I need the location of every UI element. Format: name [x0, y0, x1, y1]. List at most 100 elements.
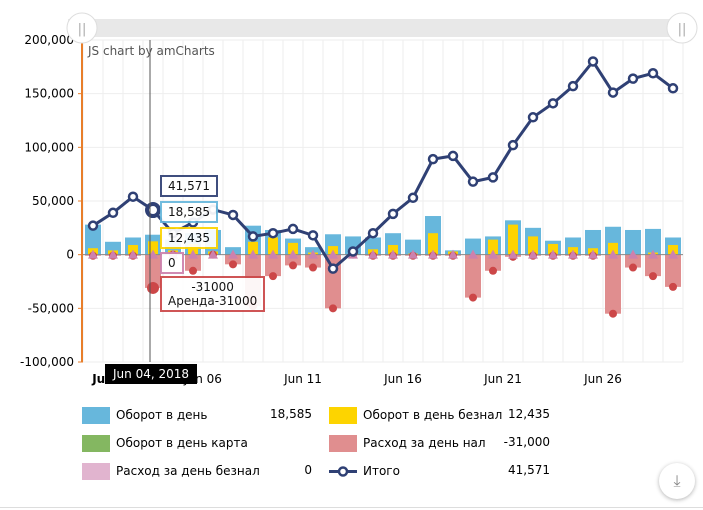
point-itogo — [307, 230, 319, 241]
point-itogo — [367, 227, 379, 239]
bar-oborot — [625, 229, 641, 255]
marker-rashod-beznal — [588, 249, 598, 259]
legend-label: Оборот в день — [116, 408, 208, 422]
legend-label: Расход за день нал — [363, 436, 486, 450]
bar-beznal — [248, 241, 258, 255]
marker-rashod-beznal — [88, 249, 98, 259]
point-itogo — [107, 207, 119, 219]
legend-swatch — [329, 434, 357, 452]
point-itogo — [87, 220, 99, 231]
marker-rashod-beznal — [548, 249, 558, 259]
legend-value: 12,435 — [508, 407, 550, 421]
marker-rashod-beznal — [268, 249, 278, 259]
marker-rashod-beznal — [108, 249, 118, 259]
marker-rashod-beznal — [668, 249, 678, 259]
bar-rashod-nal — [265, 254, 281, 277]
bar-rashod-nal — [665, 254, 681, 287]
scrollbar-track — [68, 19, 683, 37]
point-itogo — [327, 263, 339, 274]
marker-rashod-beznal — [288, 249, 298, 259]
marker-rashod-nal — [229, 260, 237, 269]
bar-oborot — [85, 224, 101, 255]
marker-rashod-beznal — [508, 249, 518, 259]
marker-rashod-nal — [147, 281, 159, 294]
bar-beznal — [508, 224, 518, 255]
legend-label: Оборот в день безнал — [363, 408, 503, 422]
marker-rashod-beznal — [388, 249, 398, 259]
grip-icon: || — [78, 22, 87, 37]
legend-swatch — [82, 406, 110, 424]
legend-value: 0 — [304, 463, 312, 477]
tooltip-itogo: 41,571 — [160, 175, 218, 197]
credit-text: JS chart by amCharts — [87, 44, 215, 58]
marker-rashod-beznal — [448, 249, 458, 259]
marker-rashod-nal — [629, 263, 637, 272]
y-tick-label: -50,000 — [28, 301, 74, 315]
marker-rashod-beznal — [428, 249, 438, 259]
y-tick-label: 100,000 — [24, 140, 74, 154]
x-tick-label: Jun 11 — [283, 372, 322, 386]
bar-beznal — [488, 239, 498, 255]
download-icon: ⤓ — [673, 471, 681, 490]
bar-rashod-nal — [485, 254, 501, 271]
legend-item-beznal[interactable]: Оборот в день безнал — [329, 405, 502, 425]
marker-rashod-beznal — [248, 249, 258, 259]
tooltip-rashod-nal-value: -31000 — [191, 280, 234, 294]
point-itogo — [287, 223, 299, 235]
point-itogo — [667, 83, 679, 94]
bar-beznal — [608, 242, 618, 255]
point-itogo — [547, 98, 559, 109]
legend-swatch — [82, 434, 110, 452]
y-tick-label: -100,000 — [20, 355, 74, 369]
legend-label: Итого — [363, 464, 400, 478]
scrollbar-grip — [666, 12, 698, 44]
marker-rashod-beznal — [648, 249, 658, 259]
bar-oborot — [645, 228, 661, 255]
point-itogo — [527, 112, 539, 123]
y-tick-label: 50,000 — [32, 194, 74, 208]
legend-swatch — [82, 462, 110, 480]
bar-beznal — [428, 233, 438, 255]
bar-beznal — [528, 236, 538, 255]
bar-rashod-nal — [145, 254, 161, 288]
marker-rashod-beznal — [368, 249, 378, 259]
point-itogo — [647, 68, 659, 79]
legend-item-rashod-beznal[interactable]: Расход за день безнал — [82, 461, 260, 481]
marker-rashod-beznal — [488, 249, 498, 259]
tooltip-rashod-nal: -31000 Аренда-31000 — [160, 276, 266, 312]
marker-rashod-beznal — [188, 249, 198, 259]
point-itogo — [145, 202, 161, 219]
marker-rashod-beznal — [328, 249, 338, 259]
y-tick-label: 200,000 — [24, 33, 74, 47]
point-itogo — [507, 139, 519, 151]
point-itogo — [227, 209, 239, 221]
bar-rashod-nal — [225, 254, 241, 265]
point-itogo — [347, 246, 359, 257]
legend-item-itogo[interactable]: Итого — [329, 461, 400, 481]
point-itogo — [127, 191, 139, 202]
bar-rashod-nal — [645, 254, 661, 277]
scrollbar-grip — [66, 12, 98, 44]
legend-item-rashod-nal[interactable]: Расход за день нал — [329, 433, 486, 453]
marker-rashod-nal — [289, 261, 297, 270]
bar-oborot — [465, 238, 481, 255]
point-itogo — [607, 87, 619, 98]
divider — [0, 507, 703, 508]
bar-oborot — [405, 239, 421, 255]
tooltip-oborot: 18,585 — [160, 201, 218, 223]
point-itogo — [427, 153, 439, 165]
x-tick-label: Jun 21 — [483, 372, 522, 386]
legend-item-karta[interactable]: Оборот в день карта — [82, 433, 248, 453]
marker-rashod-beznal — [568, 249, 578, 259]
point-itogo — [627, 73, 639, 84]
bar-rashod-nal — [465, 254, 481, 298]
legend-value: -31,000 — [503, 435, 550, 449]
marker-rashod-nal — [189, 266, 197, 275]
legend-value: 18,585 — [270, 407, 312, 421]
download-button[interactable]: ⤓ — [659, 463, 695, 499]
bar-beznal — [268, 237, 278, 255]
bar-beznal — [188, 243, 198, 255]
legend-item-oborot[interactable]: Оборот в день — [82, 405, 207, 425]
marker-rashod-nal — [469, 293, 477, 302]
marker-rashod-nal — [309, 263, 317, 272]
